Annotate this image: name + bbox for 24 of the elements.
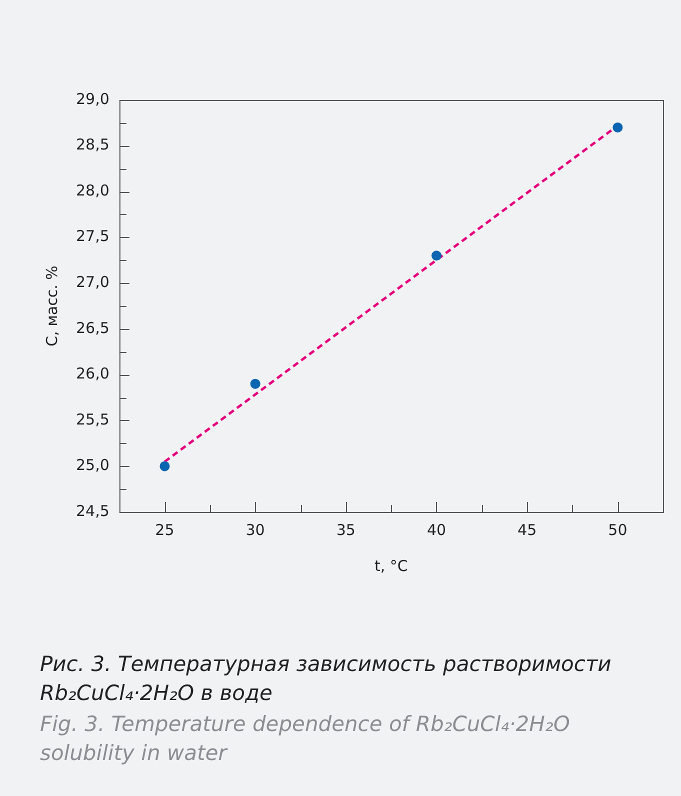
x-tick-label: 25 (155, 520, 174, 539)
y-tick-label: 24,5 (76, 502, 110, 520)
x-tick-label: 35 (336, 520, 356, 539)
point (612, 122, 623, 132)
x-tick-label: 45 (518, 520, 537, 539)
y-tick-label: 27,5 (76, 227, 110, 246)
x-tick-label: 40 (426, 520, 446, 539)
point (250, 378, 260, 389)
point (432, 250, 442, 261)
y-tick-label: 26,5 (76, 318, 110, 337)
y-tick-label: 26,0 (76, 364, 110, 383)
point (160, 461, 170, 472)
x-tick-label: 50 (608, 520, 628, 539)
text: Рис. 3. Температурная зависимость растворимости Rb₂CuCl₄·2H₂O в воде (40, 651, 612, 707)
y-tick-label: 25,0 (76, 456, 110, 474)
y-tick-label: 27,0 (76, 273, 110, 291)
y-tick-label: 28,0 (76, 181, 110, 200)
x-tick-label: 30 (246, 520, 265, 539)
y-axis-title: C, масс. % (42, 266, 61, 346)
caption: Fig. 3. Temperature dependence of Rb₂CuCl₄·2H₂O solubility in water (40, 711, 571, 767)
y-tick-label: 29,0 (76, 90, 110, 108)
y-tick-label: 28,5 (76, 136, 110, 154)
y-tick-label: 25,5 (76, 410, 110, 428)
x-axis-title: t, °C (374, 556, 408, 575)
